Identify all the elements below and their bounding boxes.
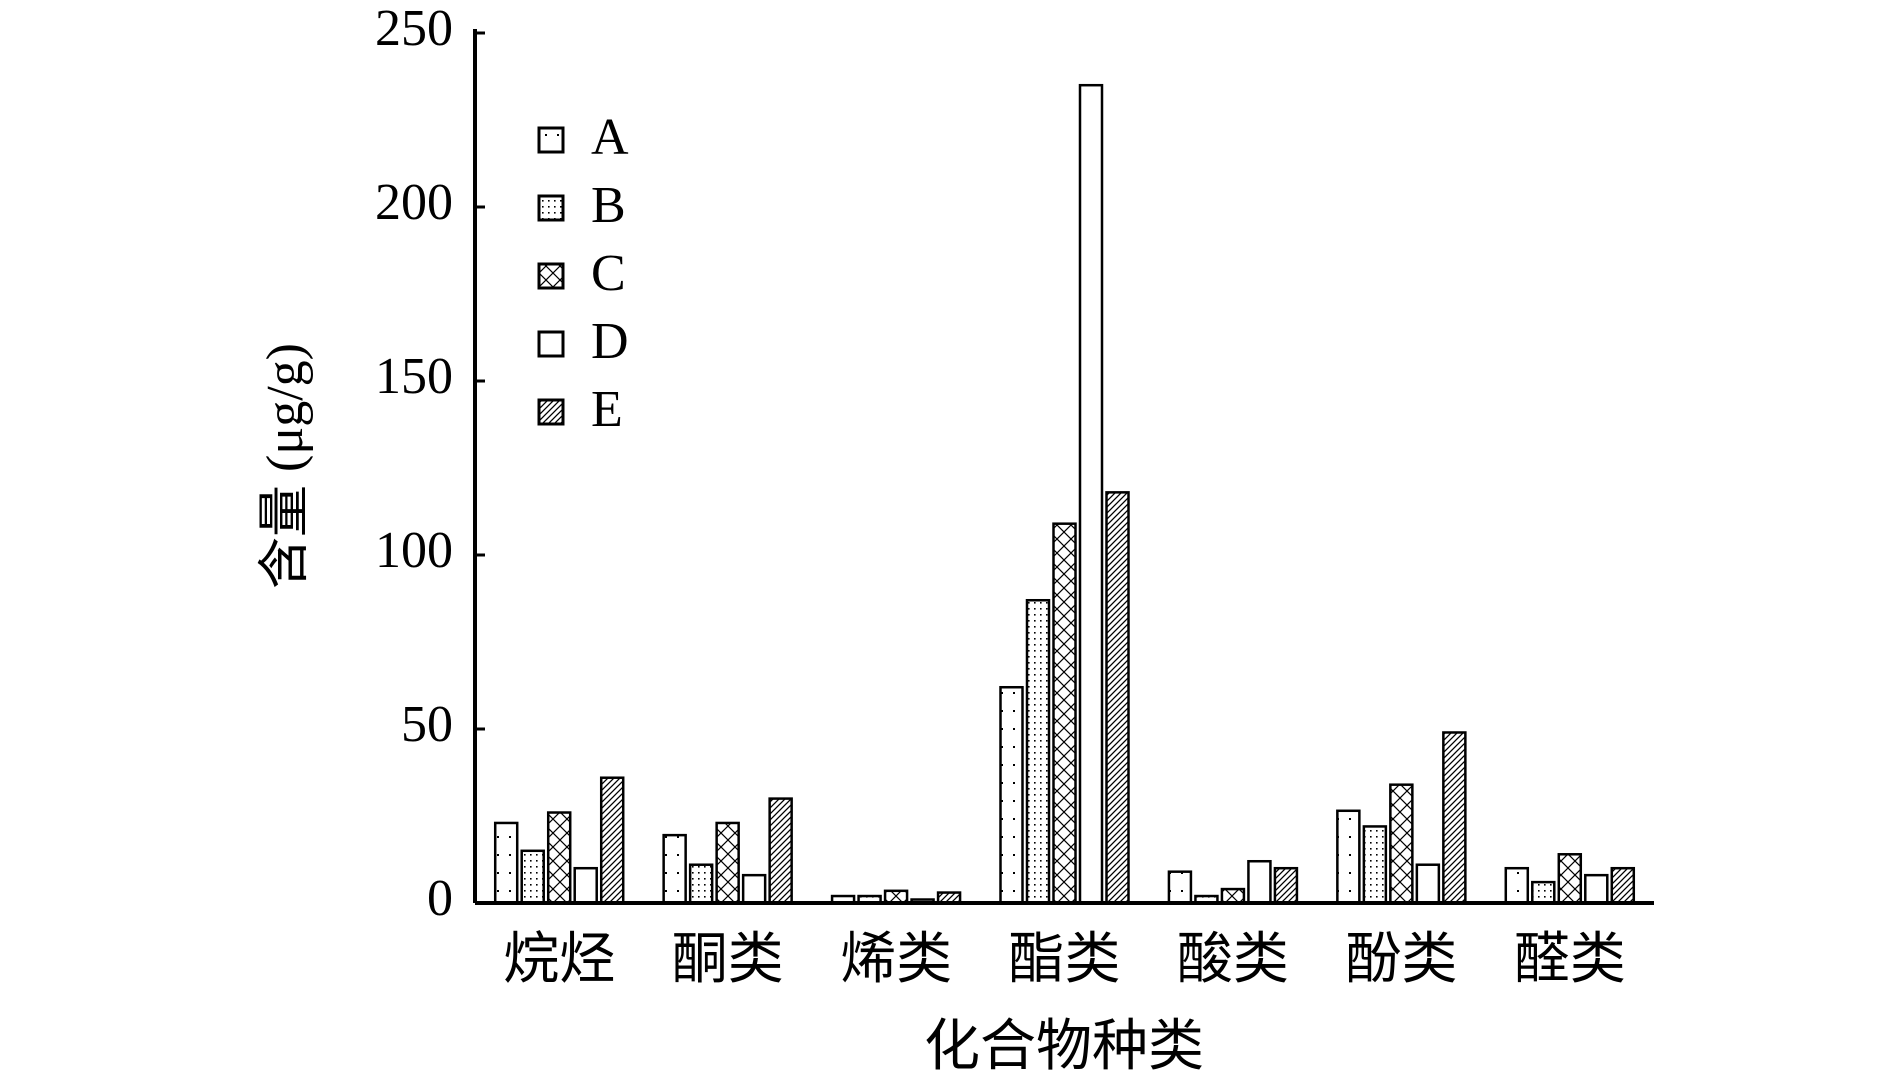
y-tick-label: 150 (375, 348, 453, 405)
bar (1442, 731, 1467, 905)
bar (715, 821, 740, 905)
bar (1504, 866, 1530, 905)
bar (1078, 83, 1104, 905)
bar (1273, 866, 1299, 905)
x-tick-label: 酯类 (1009, 929, 1121, 991)
legend-swatch (537, 330, 565, 358)
y-tick-label: 0 (427, 870, 453, 927)
bar (1105, 491, 1130, 905)
bar (999, 685, 1024, 905)
y-axis-label: 含量 (μg/g) (257, 343, 314, 589)
bar (1220, 887, 1246, 905)
legend-label: E (591, 381, 623, 438)
x-tick-label: 烯类 (840, 929, 952, 991)
bar (573, 866, 598, 905)
bar (1610, 866, 1636, 905)
legend-label: B (591, 177, 626, 234)
bar (599, 776, 625, 905)
y-tick-label: 200 (375, 174, 453, 231)
bar (688, 863, 714, 905)
bar (1557, 853, 1583, 905)
bar (493, 821, 519, 905)
legend-swatch (537, 262, 565, 290)
x-tick-label: 醛类 (1514, 929, 1626, 991)
bar (662, 833, 687, 905)
bar (1167, 870, 1193, 905)
x-axis-label: 化合物种类 (924, 1016, 1204, 1078)
legend-label: C (591, 245, 626, 302)
legend-swatch (537, 126, 565, 154)
legend-swatch (537, 398, 565, 426)
bar (1052, 522, 1077, 905)
bar (1389, 783, 1414, 905)
y-tick-label: 250 (375, 0, 453, 57)
bar (546, 811, 572, 905)
x-tick-label: 酸类 (1177, 929, 1289, 991)
bar (1415, 863, 1441, 905)
legend-label: D (591, 313, 629, 370)
legend-label: A (591, 109, 629, 166)
y-tick-label: 100 (375, 522, 453, 579)
bar (1336, 809, 1361, 905)
x-tick-label: 酮类 (672, 929, 784, 991)
bar (520, 849, 545, 905)
bar (1531, 880, 1556, 905)
bar (768, 797, 793, 905)
bar (1025, 598, 1051, 905)
bar (1362, 825, 1388, 905)
x-tick-label: 烷烃 (503, 929, 615, 991)
y-tick-label: 50 (401, 696, 453, 753)
bar (741, 873, 767, 905)
x-tick-label: 酚类 (1345, 929, 1457, 991)
bar (1584, 873, 1609, 905)
bar (1247, 859, 1272, 905)
legend-swatch (537, 194, 565, 222)
